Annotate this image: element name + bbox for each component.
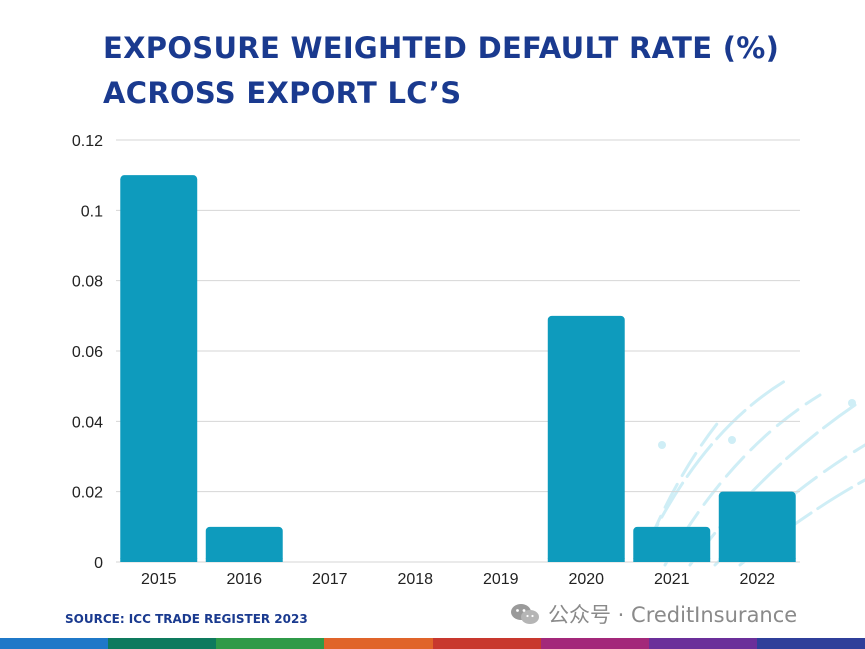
x-tick-label: 2022 bbox=[739, 571, 775, 588]
x-tick-label: 2015 bbox=[141, 571, 177, 588]
y-tick-label: 0.12 bbox=[72, 133, 103, 150]
stripe-segment bbox=[216, 638, 325, 649]
stripe-segment bbox=[324, 638, 433, 649]
stripe-segment bbox=[540, 638, 649, 649]
bar-chart: 00.020.040.060.080.10.12 2015 2016 2017 201… bbox=[72, 133, 865, 588]
y-tick-label: 0.04 bbox=[72, 414, 103, 431]
stripe-segment bbox=[108, 638, 217, 649]
bars bbox=[120, 175, 796, 562]
x-tick-label: 2021 bbox=[654, 571, 690, 588]
watermark-text: 公众号 · CreditInsurance bbox=[548, 603, 798, 627]
wechat-icon bbox=[511, 604, 539, 624]
y-tick-label: 0.02 bbox=[72, 485, 103, 502]
stripe-segment bbox=[0, 638, 109, 649]
bar-base-2016 bbox=[205, 558, 283, 562]
y-tick-label: 0.08 bbox=[72, 274, 103, 291]
stripe-segment bbox=[756, 638, 865, 649]
bar-base-2022 bbox=[718, 558, 796, 562]
stripe-segment bbox=[432, 638, 541, 649]
y-axis-ticks: 0 0.02 0.04 0.06 0.08 0.1 0.12 bbox=[72, 133, 103, 572]
x-tick-label: 2020 bbox=[568, 571, 604, 588]
chart-title: EXPOSURE WEIGHTED DEFAULT RATE (%) ACROS… bbox=[103, 26, 823, 116]
grid-lines bbox=[116, 139, 800, 563]
bar-base-2020 bbox=[547, 558, 625, 562]
chart-title-line-2: ACROSS EXPORT LC’S bbox=[103, 76, 462, 110]
bar-base-2021 bbox=[633, 558, 711, 562]
swoosh-line bbox=[648, 418, 722, 542]
chart-title-line-1: EXPOSURE WEIGHTED DEFAULT RATE (%) bbox=[103, 31, 780, 65]
watermark: 公众号 · CreditInsurance bbox=[510, 600, 797, 628]
swoosh-dot bbox=[848, 399, 856, 407]
swoosh-dot bbox=[658, 441, 666, 449]
y-tick-label: 0 bbox=[94, 555, 103, 572]
bar-2020 bbox=[547, 315, 625, 562]
stripe-segment bbox=[648, 638, 757, 649]
x-tick-label: 2019 bbox=[483, 571, 519, 588]
swoosh-line bbox=[663, 393, 822, 567]
source-note: SOURCE: ICC TRADE REGISTER 2023 bbox=[65, 612, 308, 626]
bar-2015 bbox=[120, 175, 198, 562]
swoosh-dot bbox=[728, 436, 736, 444]
y-tick-label: 0.06 bbox=[72, 344, 103, 361]
bar-2022 bbox=[718, 491, 796, 562]
bar-2016 bbox=[205, 526, 283, 562]
x-tick-label: 2016 bbox=[226, 571, 262, 588]
x-tick-label: 2017 bbox=[312, 571, 348, 588]
x-axis-ticks: 2015 2016 2017 2018 2019 2020 2021 2022 bbox=[141, 571, 775, 588]
y-tick-label: 0.1 bbox=[81, 203, 103, 220]
x-tick-label: 2018 bbox=[397, 571, 433, 588]
bar-2021 bbox=[633, 526, 711, 562]
bar-base-2015 bbox=[120, 558, 198, 562]
bottom-color-stripe bbox=[0, 638, 865, 649]
